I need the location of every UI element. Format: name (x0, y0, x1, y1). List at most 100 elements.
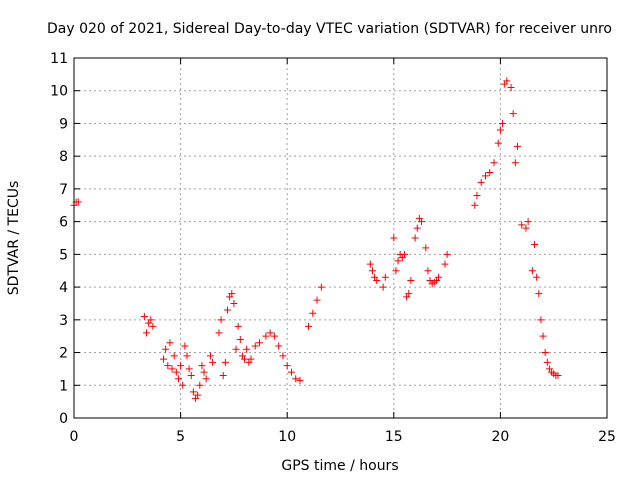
data-point (296, 376, 304, 384)
data-point (164, 362, 172, 370)
data-point (236, 335, 244, 343)
data-point (533, 273, 541, 281)
data-point (185, 365, 193, 373)
data-point (202, 375, 210, 383)
data-point (477, 178, 485, 186)
data-point (494, 139, 502, 147)
data-point (217, 316, 225, 324)
data-point (228, 290, 236, 298)
data-points (70, 77, 562, 402)
data-point (305, 322, 313, 330)
y-tick-label: 5 (59, 247, 68, 263)
data-point (313, 296, 321, 304)
data-point (503, 77, 511, 85)
data-point (206, 352, 214, 360)
data-point (528, 267, 536, 275)
data-point (373, 277, 381, 285)
grid-lines (74, 58, 607, 418)
y-tick-label: 7 (59, 182, 68, 198)
data-point (234, 322, 242, 330)
data-point (511, 159, 519, 167)
data-point (140, 313, 148, 321)
data-point (411, 234, 419, 242)
y-tick-label: 11 (50, 51, 68, 67)
data-point (200, 368, 208, 376)
data-point (405, 290, 413, 298)
y-tick-label: 9 (59, 116, 68, 132)
data-point (172, 368, 180, 376)
y-tick-label: 8 (59, 149, 68, 165)
data-point (170, 352, 178, 360)
data-point (292, 375, 300, 383)
data-point (435, 273, 443, 281)
data-point (287, 368, 295, 376)
data-point (183, 352, 191, 360)
data-point (209, 358, 217, 366)
data-point (381, 273, 389, 281)
data-point (443, 250, 451, 258)
data-point (174, 375, 182, 383)
data-point (279, 352, 287, 360)
data-point (166, 339, 174, 347)
y-tick-label: 2 (59, 346, 68, 362)
data-point (539, 332, 547, 340)
data-point (309, 309, 317, 317)
y-tick-label: 6 (59, 215, 68, 231)
data-point (522, 224, 530, 232)
x-tick-label: 15 (385, 429, 403, 445)
axis-ticks (73, 57, 608, 419)
data-point (251, 342, 259, 350)
data-point (535, 290, 543, 298)
data-point (413, 224, 421, 232)
data-point (392, 267, 400, 275)
data-point (241, 355, 249, 363)
data-point (221, 358, 229, 366)
data-point (187, 371, 195, 379)
data-point (270, 332, 278, 340)
data-point (481, 172, 489, 180)
data-point (149, 322, 157, 330)
data-point (168, 365, 176, 373)
data-point (255, 339, 263, 347)
data-point (400, 250, 408, 258)
data-point (317, 283, 325, 291)
x-tick-label: 10 (278, 429, 296, 445)
y-axis-label: SDTVAR / TECUs (6, 181, 22, 296)
data-point (486, 169, 494, 177)
chart-title: Day 020 of 2021, Sidereal Day-to-day VTE… (47, 21, 612, 37)
data-point (499, 119, 507, 127)
y-tick-label: 4 (59, 280, 68, 296)
x-axis-label: GPS time / hours (281, 458, 398, 474)
data-point (524, 218, 532, 226)
data-point (74, 198, 82, 206)
data-point (422, 244, 430, 252)
data-point (418, 218, 426, 226)
data-point (490, 159, 498, 167)
data-point (179, 381, 187, 389)
data-point (473, 191, 481, 199)
data-point (196, 381, 204, 389)
data-point (537, 316, 545, 324)
data-point (194, 391, 202, 399)
x-tick-label: 5 (176, 429, 185, 445)
data-point (224, 306, 232, 314)
data-point (441, 260, 449, 268)
data-point (189, 388, 197, 396)
data-point (424, 267, 432, 275)
data-point (366, 260, 374, 268)
y-tick-label: 10 (50, 84, 68, 100)
data-point (471, 201, 479, 209)
data-point (266, 329, 274, 337)
data-point (507, 83, 515, 91)
data-point (181, 342, 189, 350)
data-point (513, 142, 521, 150)
data-point (541, 349, 549, 357)
data-point (394, 257, 402, 265)
data-point (219, 371, 227, 379)
x-tick-label: 20 (491, 429, 509, 445)
data-point (230, 299, 238, 307)
data-point (160, 355, 168, 363)
data-point (283, 362, 291, 370)
